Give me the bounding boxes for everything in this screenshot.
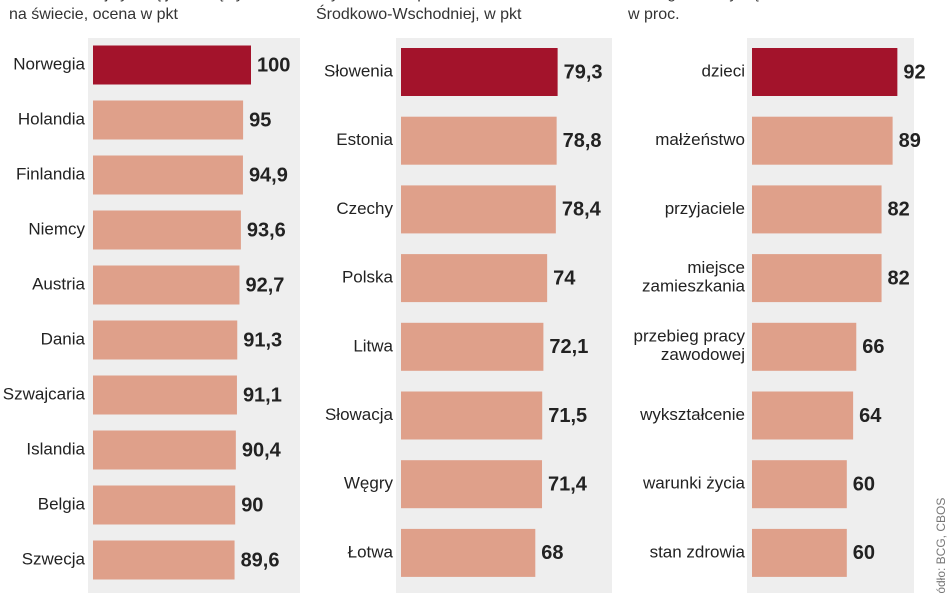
category-label: Austria: [32, 274, 85, 293]
bar: [401, 185, 556, 234]
subtitle: w proc.: [627, 6, 680, 23]
value-label: 68: [541, 542, 563, 564]
category-label: Niemcy: [28, 219, 85, 238]
category-label: Czechy: [336, 199, 393, 218]
bar: [752, 116, 893, 165]
bar: [752, 254, 882, 303]
value-label: 71,4: [548, 473, 588, 495]
value-label: 95: [249, 109, 271, 131]
value-label: 89: [899, 130, 921, 152]
bar: [752, 322, 857, 371]
value-label: 60: [853, 473, 875, 495]
category-label: Węgry: [344, 474, 394, 493]
bar: [93, 540, 235, 580]
value-label: 89,6: [241, 549, 280, 571]
value-label: 82: [888, 267, 910, 289]
category-label: Estonia: [336, 130, 393, 149]
bar: [752, 48, 898, 96]
bar: [93, 485, 236, 525]
bar: [401, 254, 548, 303]
bar: [93, 100, 244, 140]
subtitle: Środkowo-Wschodniej, w pkt: [316, 4, 522, 23]
bar: [401, 322, 544, 371]
bar: [93, 210, 241, 250]
bar: [93, 265, 240, 305]
category-label: Polska: [342, 268, 394, 287]
bar: [752, 391, 854, 440]
value-label: 64: [859, 405, 882, 427]
value-label: 72,1: [549, 336, 588, 358]
bar: [93, 320, 238, 360]
category-label: Dania: [41, 329, 86, 348]
category-label: Słowenia: [324, 61, 394, 80]
subtitle: Wyniki w Europie: [316, 0, 439, 2]
bar: [401, 48, 558, 96]
category-label: Belgia: [38, 494, 86, 513]
value-label: 91,1: [243, 384, 282, 406]
value-label: 90: [241, 494, 263, 516]
value-label: 79,3: [564, 61, 603, 83]
value-label: 66: [862, 336, 884, 358]
category-label: małżeństwo: [655, 130, 745, 149]
value-label: 82: [888, 199, 910, 221]
value-label: 94,9: [249, 164, 288, 186]
bar: [752, 460, 847, 509]
value-label: 78,8: [563, 130, 602, 152]
category-label: miejsce zamieszkania: [642, 258, 746, 296]
bar: [93, 155, 243, 195]
bar: [93, 45, 251, 85]
value-label: 93,6: [247, 219, 286, 241]
category-label: Litwa: [353, 336, 393, 355]
value-label: 92,7: [245, 274, 284, 296]
category-label: Finlandia: [16, 164, 86, 183]
category-label: przebieg pracy zawodowej: [633, 327, 745, 365]
category-label: Łotwa: [348, 542, 394, 561]
bar: [93, 430, 236, 470]
subtitle: na świecie, ocena w pkt: [9, 6, 179, 23]
category-label: dzieci: [702, 61, 745, 80]
category-label: wykształcenie: [639, 405, 745, 424]
category-label: Holandia: [18, 109, 86, 128]
category-label: Słowacja: [325, 405, 394, 424]
value-label: 91,3: [243, 329, 282, 351]
bar: [401, 116, 557, 165]
bar: [752, 185, 882, 234]
bar: [93, 375, 237, 415]
source: Źródło: BCG, CBOS: [933, 498, 948, 593]
subtitle: Z czego Polacy są zadowoleni,: [628, 0, 848, 2]
category-label: Szwajcaria: [3, 384, 86, 403]
value-label: 71,5: [548, 405, 587, 427]
value-label: 90,4: [242, 439, 282, 461]
bar: [401, 460, 543, 509]
bar: [401, 391, 543, 440]
subtitle: Państwa z najwyższą jakością życia: [9, 0, 264, 2]
value-label: 60: [853, 542, 875, 564]
value-label: 74: [553, 267, 576, 289]
category-label: przyjaciele: [665, 199, 745, 218]
value-label: 100: [257, 54, 290, 76]
value-label: 92: [903, 61, 925, 83]
value-label: 78,4: [562, 199, 602, 221]
bar: [752, 528, 847, 577]
category-label: Szwecja: [22, 549, 86, 568]
category-label: stan zdrowia: [650, 542, 746, 561]
category-label: Islandia: [26, 439, 85, 458]
bar: [401, 528, 536, 577]
category-label: Norwegia: [13, 54, 85, 73]
category-label: warunki życia: [642, 474, 746, 493]
